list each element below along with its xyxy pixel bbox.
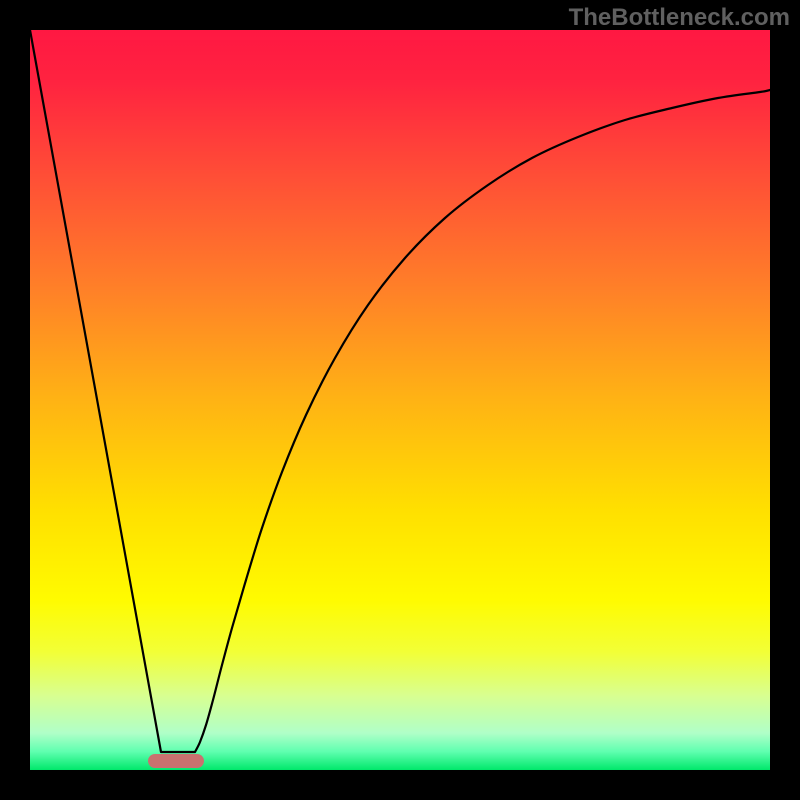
- chart-container: TheBottleneck.com: [0, 0, 800, 800]
- watermark-text: TheBottleneck.com: [569, 4, 790, 32]
- bottleneck-chart: [0, 0, 800, 800]
- baseline-marker: [148, 754, 204, 768]
- chart-background-gradient: [30, 30, 770, 770]
